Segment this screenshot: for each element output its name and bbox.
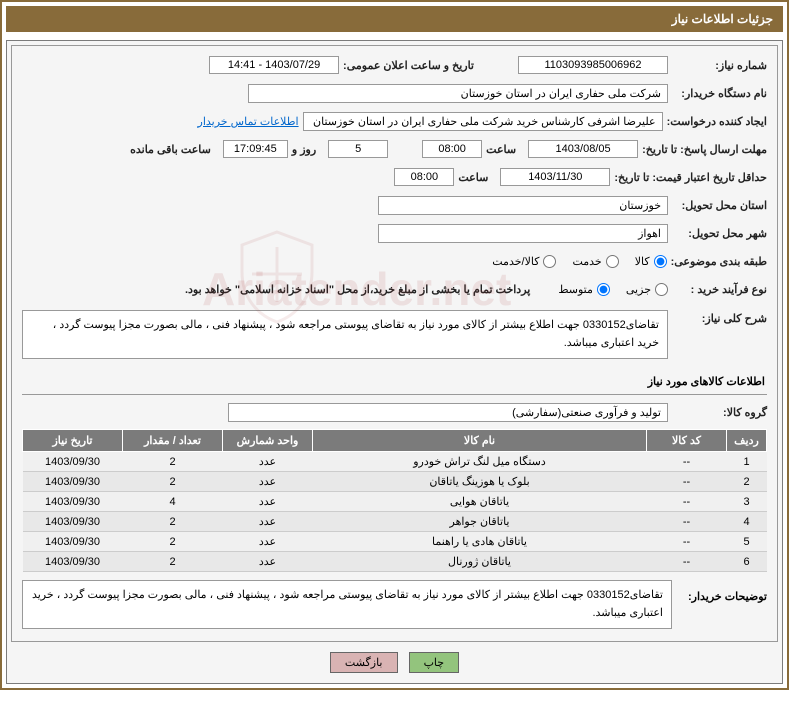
th-date: تاریخ نیاز [23, 430, 123, 452]
province-value: خوزستان [378, 196, 668, 215]
table-cell: 1403/09/30 [23, 472, 123, 492]
table-cell: -- [647, 512, 727, 532]
table-cell: 2 [123, 452, 223, 472]
table-cell: -- [647, 472, 727, 492]
table-cell: 3 [727, 492, 767, 512]
announce-value: 1403/07/29 - 14:41 [209, 56, 339, 74]
deadline-date: 1403/08/05 [528, 140, 638, 158]
table-cell: عدد [223, 492, 313, 512]
th-name: نام کالا [313, 430, 647, 452]
province-label: استان محل تحویل: [672, 199, 767, 212]
radio-pt-partial-label: جزیی [626, 283, 651, 296]
table-row: 6--یاتاقان ژورنالعدد21403/09/30 [23, 552, 767, 572]
contact-link[interactable]: اطلاعات تماس خریدار [198, 115, 299, 128]
print-button[interactable]: چاپ [409, 652, 460, 673]
table-cell: 4 [727, 512, 767, 532]
radio-cat-goods[interactable] [654, 255, 667, 268]
items-section-title: اطلاعات کالاهای مورد نیاز [22, 369, 767, 395]
need-number-value: 1103093985006962 [518, 56, 668, 74]
table-cell: 1403/09/30 [23, 532, 123, 552]
table-row: 2--بلوک یا هوزینگ یاتاقانعدد21403/09/30 [23, 472, 767, 492]
table-cell: 2 [123, 512, 223, 532]
table-row: 5--یاتاقان هادی یا راهنماعدد21403/09/30 [23, 532, 767, 552]
table-cell: -- [647, 492, 727, 512]
table-cell: 1403/09/30 [23, 452, 123, 472]
buyer-org-value: شرکت ملی حفاری ایران در استان خوزستان [248, 84, 668, 103]
panel-header: جزئیات اطلاعات نیاز [6, 6, 783, 32]
radio-pt-medium[interactable] [597, 283, 610, 296]
general-desc-value: تقاضای0330152 جهت اطلاع بیشتر از کالای م… [22, 310, 668, 359]
group-label: گروه کالا: [672, 406, 767, 419]
table-cell: 2 [123, 552, 223, 572]
th-qty: تعداد / مقدار [123, 430, 223, 452]
radio-cat-both[interactable] [543, 255, 556, 268]
table-cell: 6 [727, 552, 767, 572]
city-label: شهر محل تحویل: [672, 227, 767, 240]
remaining-label: ساعت باقی مانده [130, 143, 211, 156]
table-cell: عدد [223, 512, 313, 532]
general-desc-label: شرح کلی نیاز: [672, 306, 767, 325]
deadline-time: 08:00 [422, 140, 482, 158]
group-value: تولید و فرآوری صنعتی(سفارشی) [228, 403, 668, 422]
city-value: اهواز [378, 224, 668, 243]
table-cell: دستگاه میل لنگ تراش خودرو [313, 452, 647, 472]
need-number-label: شماره نیاز: [672, 59, 767, 72]
radio-cat-service-label: خدمت [572, 255, 601, 268]
table-cell: بلوک یا هوزینگ یاتاقان [313, 472, 647, 492]
table-cell: یاتاقان هوایی [313, 492, 647, 512]
table-cell: یاتاقان هادی یا راهنما [313, 532, 647, 552]
radio-pt-medium-label: متوسط [558, 283, 593, 296]
table-cell: 1403/09/30 [23, 492, 123, 512]
table-cell: عدد [223, 532, 313, 552]
radio-cat-goods-label: کالا [635, 255, 650, 268]
th-row: ردیف [727, 430, 767, 452]
table-cell: 2 [123, 472, 223, 492]
announce-label: تاریخ و ساعت اعلان عمومی: [343, 59, 474, 72]
requester-label: ایجاد کننده درخواست: [667, 115, 767, 128]
table-row: 1--دستگاه میل لنگ تراش خودروعدد21403/09/… [23, 452, 767, 472]
table-cell: 5 [727, 532, 767, 552]
purchase-note: پرداخت تمام یا بخشی از مبلغ خرید،از محل … [185, 283, 530, 296]
table-row: 3--یاتاقان هواییعدد41403/09/30 [23, 492, 767, 512]
purchase-type-label: نوع فرآیند خرید : [672, 283, 767, 296]
table-cell: -- [647, 452, 727, 472]
table-cell: -- [647, 552, 727, 572]
table-cell: یاتاقان جواهر [313, 512, 647, 532]
radio-cat-service[interactable] [606, 255, 619, 268]
requester-value: علیرضا اشرفی کارشناس خرید شرکت ملی حفاری… [303, 112, 663, 131]
radio-cat-both-label: کالا/خدمت [492, 255, 539, 268]
radio-pt-partial[interactable] [655, 283, 668, 296]
table-row: 4--یاتاقان جواهرعدد21403/09/30 [23, 512, 767, 532]
table-cell: 2 [727, 472, 767, 492]
validity-date: 1403/11/30 [500, 168, 610, 186]
buyer-org-label: نام دستگاه خریدار: [672, 87, 767, 100]
days-and-label: روز و [292, 143, 316, 156]
table-cell: 1403/09/30 [23, 552, 123, 572]
remaining-time: 17:09:45 [223, 140, 288, 158]
table-cell: عدد [223, 552, 313, 572]
back-button[interactable]: بازگشت [330, 652, 398, 673]
time-label-1: ساعت [486, 143, 516, 156]
table-cell: 2 [123, 532, 223, 552]
deadline-label: مهلت ارسال پاسخ: تا تاریخ: [642, 143, 767, 156]
buyer-desc-label: توضیحات خریدار: [672, 580, 767, 603]
buyer-desc-value: تقاضای0330152 جهت اطلاع بیشتر از کالای م… [22, 580, 672, 629]
th-code: کد کالا [647, 430, 727, 452]
time-label-2: ساعت [458, 171, 488, 184]
validity-label: حداقل تاریخ اعتبار قیمت: تا تاریخ: [614, 171, 767, 184]
category-label: طبقه بندی موضوعی: [671, 255, 767, 268]
table-cell: عدد [223, 452, 313, 472]
remaining-days: 5 [328, 140, 388, 158]
table-cell: یاتاقان ژورنال [313, 552, 647, 572]
table-cell: 4 [123, 492, 223, 512]
table-cell: 1 [727, 452, 767, 472]
table-cell: -- [647, 532, 727, 552]
table-cell: عدد [223, 472, 313, 492]
validity-time: 08:00 [394, 168, 454, 186]
items-table: ردیف کد کالا نام کالا واحد شمارش تعداد /… [22, 429, 767, 572]
table-cell: 1403/09/30 [23, 512, 123, 532]
th-unit: واحد شمارش [223, 430, 313, 452]
